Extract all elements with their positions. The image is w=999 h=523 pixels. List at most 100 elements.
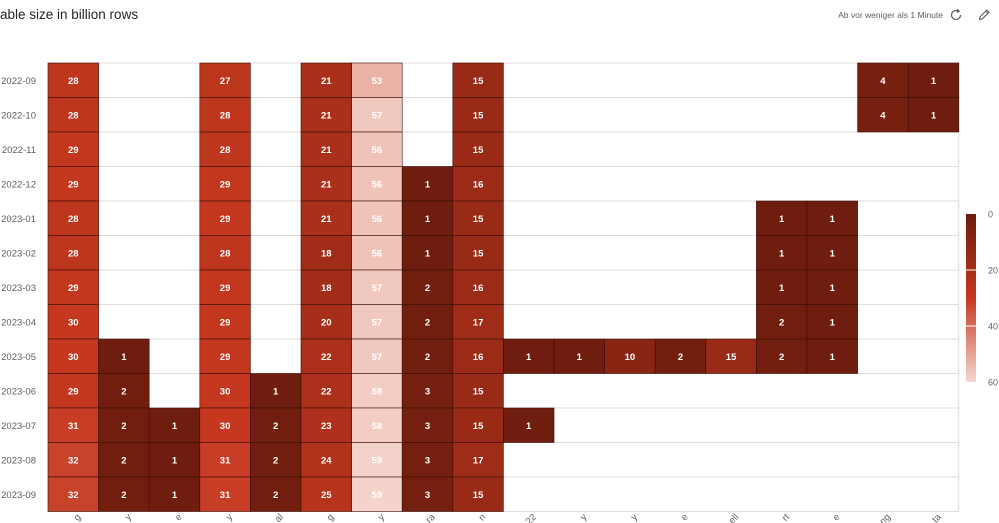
cell-value-label: 22 bbox=[321, 352, 332, 363]
cell-value-label: 29 bbox=[220, 179, 231, 190]
heatmap-cell bbox=[401, 235, 454, 271]
column-label: e bbox=[679, 512, 691, 523]
cell-value-label: 1 bbox=[172, 490, 178, 501]
cell-value-label: 59 bbox=[372, 455, 383, 466]
cell-value-label: 21 bbox=[321, 76, 332, 87]
heatmap-cell bbox=[806, 200, 858, 236]
refresh-icon[interactable] bbox=[947, 6, 965, 24]
cell-value-label: 1 bbox=[425, 214, 431, 225]
column-label: ell bbox=[727, 512, 742, 523]
column-label: ng bbox=[878, 512, 893, 523]
cell-value-label: 31 bbox=[68, 421, 79, 432]
cell-value-label: 27 bbox=[220, 76, 231, 87]
heatmap-cell bbox=[351, 131, 403, 167]
cell-value-label: 32 bbox=[68, 490, 79, 501]
heatmap-cell bbox=[756, 235, 808, 271]
row-label: 2022-11 bbox=[2, 145, 36, 156]
cell-value-label: 3 bbox=[425, 455, 430, 466]
heatmap-cell bbox=[452, 338, 504, 374]
heatmap-cell bbox=[806, 269, 858, 305]
cell-value-label: 1 bbox=[526, 352, 532, 363]
heatmap-cell bbox=[452, 269, 504, 305]
heatmap-cell bbox=[300, 476, 352, 512]
cell-value-label: 28 bbox=[220, 110, 231, 121]
row-label: 2022-10 bbox=[1, 110, 36, 121]
cell-value-label: 29 bbox=[220, 352, 231, 363]
column-label: ta bbox=[930, 511, 944, 523]
column-label: 22 bbox=[524, 512, 539, 523]
cell-value-label: 28 bbox=[68, 110, 79, 121]
cell-value-label: 1 bbox=[830, 352, 836, 363]
cell-value-label: 21 bbox=[321, 110, 332, 121]
cell-value-label: 2 bbox=[121, 490, 126, 501]
cell-value-label: 31 bbox=[220, 490, 231, 501]
row-label: 2023-08 bbox=[1, 455, 36, 466]
heatmap-cell bbox=[47, 62, 99, 98]
heatmap-cell bbox=[907, 97, 960, 133]
cell-value-label: 23 bbox=[321, 421, 332, 432]
cell-value-label: 28 bbox=[68, 248, 79, 259]
heatmap-cell bbox=[47, 442, 99, 478]
heatmap-cell bbox=[300, 62, 352, 98]
chart-title: able size in billion rows bbox=[0, 7, 139, 22]
cell-value-label: 18 bbox=[321, 283, 332, 294]
cell-value-label: 16 bbox=[473, 352, 484, 363]
row-label: 2023-02 bbox=[1, 248, 36, 259]
cell-value-label: 30 bbox=[220, 421, 231, 432]
row-label: 2023-09 bbox=[1, 490, 36, 501]
heatmap-cell bbox=[47, 235, 99, 271]
cell-value-label: 28 bbox=[68, 76, 79, 87]
heatmap-cell bbox=[401, 476, 454, 512]
heatmap-cell bbox=[300, 269, 352, 305]
heatmap-cell bbox=[806, 304, 858, 340]
heatmap-cell bbox=[199, 338, 251, 374]
cell-value-label: 4 bbox=[880, 110, 886, 121]
legend-tick-label: 60 bbox=[988, 378, 998, 388]
heatmap-cell bbox=[401, 442, 454, 478]
cell-value-label: 21 bbox=[321, 145, 332, 156]
column-label: g bbox=[72, 512, 84, 523]
cell-value-label: 57 bbox=[372, 317, 383, 328]
cell-value-label: 29 bbox=[68, 386, 79, 397]
cell-value-label: 29 bbox=[68, 179, 79, 190]
heatmap-cell bbox=[47, 166, 99, 202]
heatmap-cell bbox=[47, 200, 99, 236]
heatmap-cell bbox=[47, 476, 99, 512]
row-label: 2023-06 bbox=[1, 386, 36, 397]
cell-value-label: 3 bbox=[425, 490, 430, 501]
heatmap-cell bbox=[756, 200, 808, 236]
cell-value-label: 29 bbox=[68, 145, 79, 156]
cell-value-label: 1 bbox=[830, 283, 836, 294]
cell-value-label: 24 bbox=[321, 455, 332, 466]
cell-value-label: 1 bbox=[830, 214, 836, 225]
heatmap-cell bbox=[351, 200, 403, 236]
cell-value-label: 56 bbox=[372, 179, 383, 190]
heatmap-cell bbox=[401, 338, 454, 374]
cell-value-label: 17 bbox=[473, 317, 484, 328]
heatmap-cell bbox=[199, 304, 251, 340]
heatmap-cell bbox=[401, 373, 454, 409]
cell-value-label: 53 bbox=[372, 76, 383, 87]
cell-value-label: 1 bbox=[273, 386, 279, 397]
refresh-icon-glyph bbox=[950, 8, 962, 21]
cell-value-label: 29 bbox=[68, 283, 79, 294]
cell-value-label: 2 bbox=[121, 386, 126, 397]
heatmap-cell bbox=[47, 304, 99, 340]
heatmap-cell bbox=[857, 62, 909, 98]
column-label: al bbox=[273, 512, 286, 523]
heatmap-cell bbox=[199, 442, 251, 478]
cell-value-label: 57 bbox=[372, 352, 383, 363]
heatmap-cell bbox=[300, 97, 352, 133]
heatmap-cell bbox=[250, 442, 302, 478]
heatmap-cell bbox=[300, 131, 352, 167]
pencil-icon[interactable] bbox=[975, 6, 993, 24]
cell-value-label: 29 bbox=[220, 214, 231, 225]
cell-value-label: 21 bbox=[321, 214, 332, 225]
cell-value-label: 2 bbox=[678, 352, 683, 363]
heatmap-cell bbox=[503, 338, 555, 374]
cell-value-label: 10 bbox=[625, 352, 636, 363]
cell-value-label: 2 bbox=[779, 317, 784, 328]
cell-value-label: 2 bbox=[121, 455, 126, 466]
cell-value-label: 2 bbox=[425, 352, 430, 363]
